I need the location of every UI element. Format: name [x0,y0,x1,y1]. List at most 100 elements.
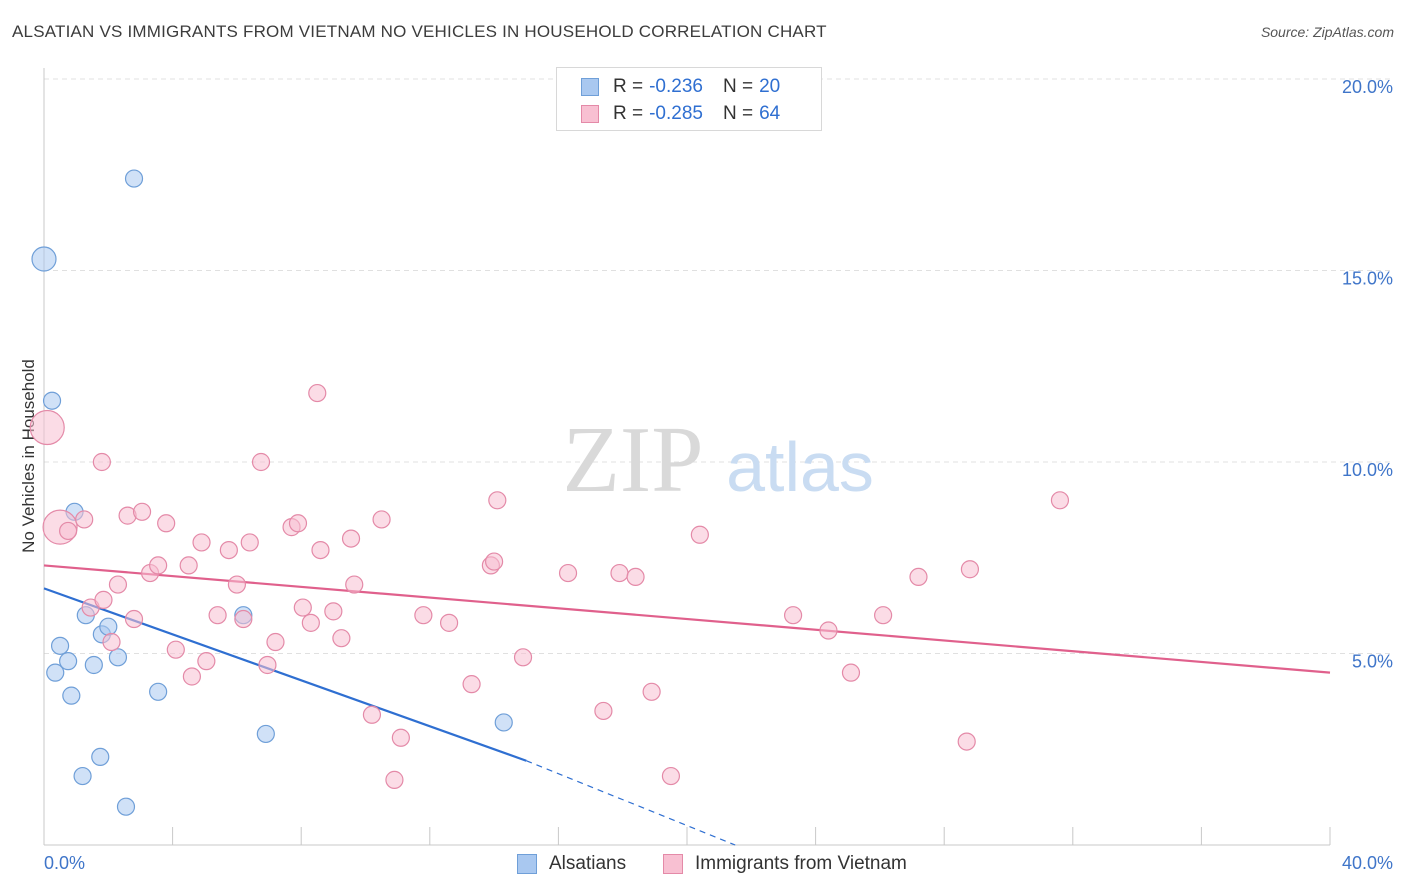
trend-line [43,564,1331,674]
data-point [197,652,216,671]
trend-line-extension [526,760,736,846]
data-point [258,655,277,675]
legend-r-value: -0.285 [649,103,703,124]
source-label: Source: ZipAtlas.com [1260,24,1394,40]
data-point [46,663,65,682]
data-point [266,632,285,652]
data-point [108,648,128,667]
data-point [372,510,391,529]
legend-r-label: R = [613,103,644,124]
legend-n-label: N = [722,76,754,97]
legend-r-value: -0.236 [649,76,703,97]
legend-r-label: R = [613,76,644,97]
legend-n-value: 64 [759,103,781,124]
data-point [219,540,238,560]
data-point [311,540,330,560]
data-point [341,529,361,548]
data-point [626,567,645,587]
data-point [240,533,259,552]
data-point [439,613,459,632]
data-point [208,606,227,625]
data-point [234,609,253,629]
axes [43,68,1331,846]
data-point [124,609,144,629]
data-point [909,567,928,587]
data-point [256,724,275,744]
tick-labels: 5.0% 10.0% 15.0% 20.0% 0.0% 40.0% [44,77,1393,873]
data-point [1050,491,1070,510]
bottom-legend-vietnam: Immigrants from Vietnam [663,852,907,876]
data-point [819,621,838,640]
data-point [227,575,246,594]
legend-n-label: N = [722,103,754,124]
data-point [594,701,613,721]
correlation-legend: R = -0.236 N = 20 R = -0.285 N = 64 [556,67,822,131]
data-point [59,652,78,671]
data-point [558,563,578,583]
trend-lines [43,564,1331,846]
data-point [50,636,70,655]
data-point [102,632,121,652]
x-tick-label: 40.0% [1342,853,1393,873]
data-point [488,491,507,510]
data-point [166,640,185,659]
data-point [84,655,103,675]
data-point [108,575,128,594]
data-point [485,552,504,571]
data-point [59,521,78,541]
bottom-legend-swatch-vietnam [663,854,683,874]
data-point [293,598,312,617]
bottom-legend-label: Alsatians [549,853,627,874]
data-point [42,391,62,410]
data-point [362,705,382,724]
data-point [62,686,81,705]
data-point [385,770,404,789]
watermark-zip: ZIP [563,408,704,512]
data-point [116,797,136,816]
data-point [345,575,364,594]
data-points [29,169,1070,816]
data-point [149,556,168,575]
watermark: ZIP atlas [563,408,874,512]
data-point [610,563,629,583]
data-point [841,663,861,682]
legend-n-value: 20 [759,76,781,97]
data-point [332,629,351,648]
grid-lines [44,78,1394,654]
data-point [494,713,513,732]
data-point [99,617,118,636]
bottom-legend-swatch-alsatians [517,854,537,874]
chart-title: ALSATIAN VS IMMIGRANTS FROM VIETNAM NO V… [12,22,827,41]
data-point [960,560,980,579]
data-point [157,514,176,533]
data-point [391,728,410,747]
data-point [91,747,110,767]
data-point [308,383,327,403]
legend-swatch-alsatians [581,78,599,96]
legend-row-vietnam: R = -0.285 N = 64 [581,101,780,127]
data-point [179,556,198,575]
y-tick-label: 15.0% [1342,269,1393,289]
data-point [513,648,533,667]
data-point [73,766,92,786]
data-point [874,606,893,625]
data-point [324,602,343,621]
data-point [94,590,113,609]
y-tick-label: 20.0% [1342,77,1393,97]
data-point [31,246,57,272]
data-point [29,409,65,446]
y-tick-label: 10.0% [1342,460,1393,480]
watermark-atlas: atlas [726,428,874,506]
data-point [301,613,320,632]
data-point [462,675,481,694]
legend-row-alsatians: R = -0.236 N = 20 [581,74,780,100]
data-point [132,502,152,521]
data-point [957,732,976,751]
data-point [642,682,661,701]
data-point [690,525,709,544]
y-tick-label: 5.0% [1352,652,1393,672]
bottom-legend-alsatians: Alsatians [517,852,626,876]
data-point [182,667,201,686]
data-point [192,533,211,552]
